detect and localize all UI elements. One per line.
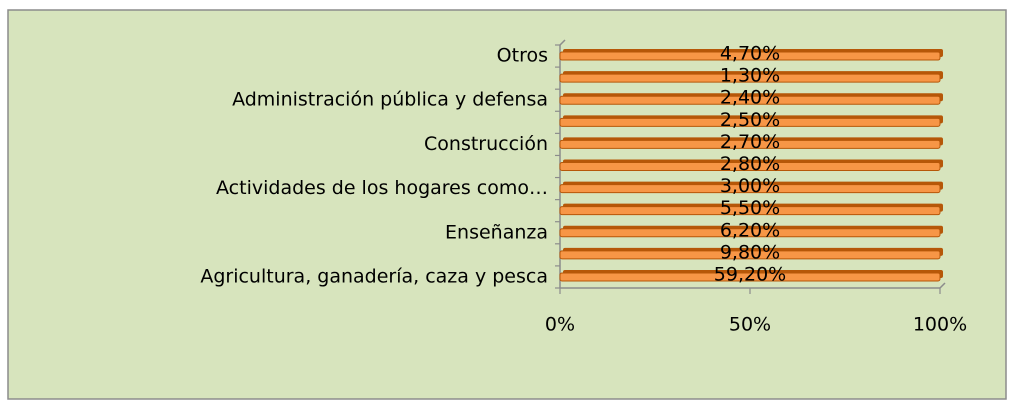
- data-label: 3,00%: [720, 175, 780, 197]
- bar: [559, 228, 941, 238]
- y-tick-label: Administración pública y defensa: [232, 89, 548, 111]
- bar: [559, 117, 941, 127]
- data-label: 2,40%: [720, 87, 780, 109]
- x-axis-depth: [939, 282, 946, 289]
- data-label: 6,20%: [720, 219, 780, 241]
- bar: [559, 206, 941, 216]
- data-label: 2,80%: [720, 153, 780, 175]
- x-tick-label: 50%: [729, 314, 771, 336]
- data-label: 5,50%: [720, 197, 780, 219]
- data-label: 2,70%: [720, 131, 780, 153]
- y-tick-label: Construcción: [424, 133, 548, 155]
- data-label: 9,80%: [720, 241, 780, 263]
- bar: [559, 250, 941, 260]
- data-label: 59,20%: [714, 263, 786, 285]
- bar: [559, 184, 941, 194]
- bar: [559, 162, 941, 171]
- x-tick-label: 0%: [545, 314, 575, 336]
- data-label: 4,70%: [720, 43, 780, 65]
- y-tick-label: Enseñanza: [445, 221, 548, 243]
- bar: [559, 272, 941, 282]
- data-label: 1,30%: [720, 65, 780, 87]
- data-label: 2,50%: [720, 109, 780, 131]
- x-tick-label: 100%: [913, 314, 967, 336]
- bar: [559, 73, 941, 83]
- bar: [559, 139, 941, 149]
- bar: [559, 95, 941, 105]
- y-axis-depth: [559, 39, 566, 46]
- y-tick-label: Agricultura, ganadería, caza y pesca: [200, 265, 548, 287]
- bar: [559, 51, 941, 61]
- y-tick-label: Otros: [497, 45, 548, 67]
- y-tick-label: Actividades de los hogares como…: [216, 177, 548, 199]
